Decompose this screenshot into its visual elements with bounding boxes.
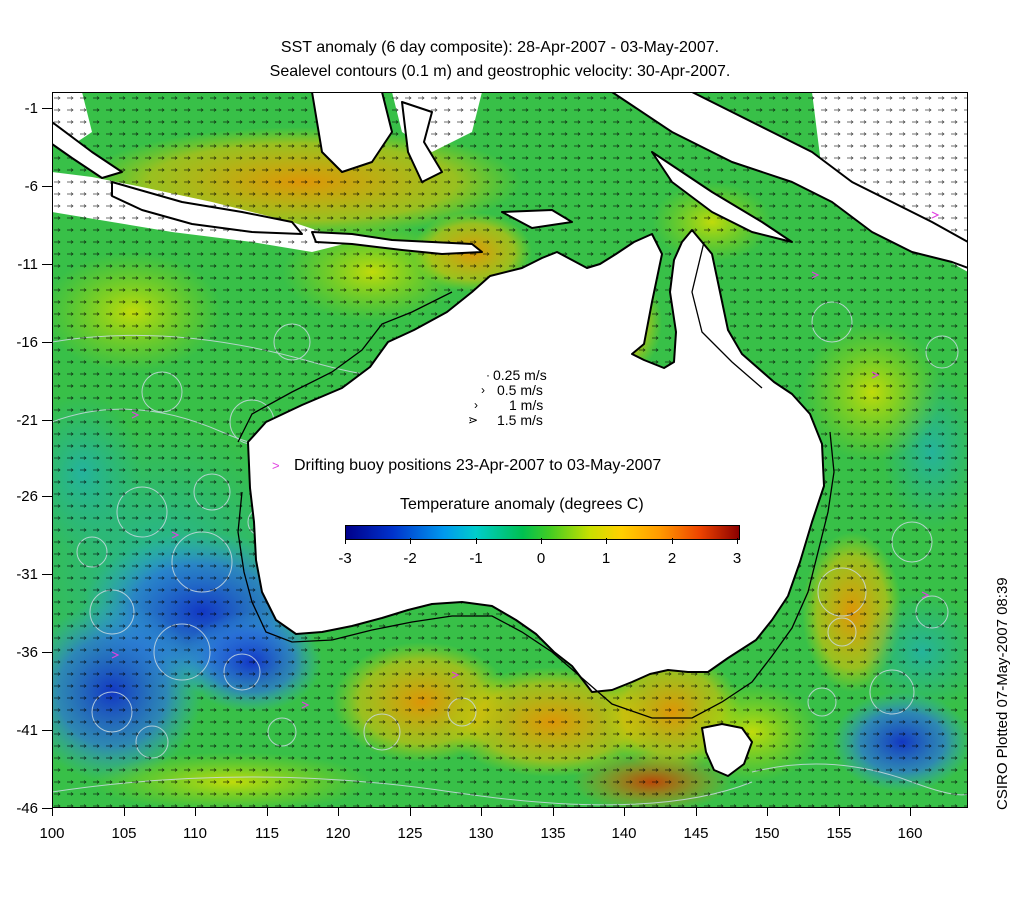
x-tick-label: 160 (897, 825, 923, 842)
x-tick-label: 120 (325, 825, 351, 842)
y-tick-label: -6 (24, 178, 38, 195)
velocity-key-arrow: · (486, 368, 490, 382)
y-tick-label: -1 (24, 100, 38, 117)
velocity-key-label: 0.25 m/s (493, 367, 547, 383)
y-tick-label: -41 (16, 722, 38, 739)
x-tick (910, 808, 911, 816)
x-tick (481, 808, 482, 816)
y-tick-label: -16 (16, 334, 38, 351)
x-tick (338, 808, 339, 816)
y-tick (42, 652, 52, 653)
x-tick (553, 808, 554, 816)
map-title-line-2: Sealevel contours (0.1 m) and geostrophi… (269, 63, 731, 80)
x-tick (124, 808, 125, 816)
x-tick-label: 125 (397, 825, 423, 842)
x-tick (839, 808, 840, 816)
y-tick-label: -11 (17, 256, 38, 273)
y-tick-label: -26 (16, 488, 38, 505)
java-landmass (111, 181, 303, 235)
x-tick (410, 808, 411, 816)
sst-anomaly-map (52, 92, 968, 808)
y-tick-label: -31 (16, 566, 38, 583)
x-tick-label: 150 (754, 825, 780, 842)
colorbar-tick-label: 3 (732, 550, 742, 567)
x-tick (195, 808, 196, 816)
borneo-landmass (311, 92, 393, 173)
y-tick (42, 108, 52, 109)
colorbar-tick-label: -3 (338, 550, 352, 567)
shelf-contour (237, 241, 835, 719)
y-tick (42, 264, 52, 265)
velocity-key-arrow: › (474, 398, 478, 412)
y-tick-label: -36 (16, 644, 38, 661)
y-tick (42, 496, 52, 497)
x-tick-label: 100 (39, 825, 65, 842)
x-tick-label: 155 (826, 825, 852, 842)
buoy-legend-text: Drifting buoy positions 23-Apr-2007 to 0… (294, 457, 662, 474)
colorbar-title: Temperature anomaly (degrees C) (400, 496, 644, 513)
buoy-markers (111, 211, 940, 709)
x-tick (624, 808, 625, 816)
australia-landmass (247, 229, 825, 693)
velocity-key-label: 1.5 m/s (497, 412, 543, 428)
buoy-legend-marker: > (272, 458, 280, 473)
colorbar-tick-label: 2 (667, 550, 677, 567)
colorbar-tick-label: 1 (601, 550, 611, 567)
colorbar-tick (410, 538, 411, 544)
y-tick (42, 186, 52, 187)
colorbar-tick (476, 538, 477, 544)
x-tick-label: 115 (255, 825, 279, 842)
tasmania-landmass (701, 723, 753, 777)
y-tick (42, 420, 52, 421)
x-tick-label: 130 (468, 825, 494, 842)
x-tick-label: 110 (183, 825, 207, 842)
y-tick (42, 730, 52, 731)
colorbar-tick (672, 538, 673, 544)
y-tick-label: -21 (16, 412, 38, 429)
x-tick-label: 135 (540, 825, 566, 842)
colorbar-tick (345, 538, 346, 544)
land (52, 92, 968, 777)
plot-credit: CSIRO Plotted 07-May-2007 08:39 (994, 577, 1011, 810)
x-tick (696, 808, 697, 816)
x-tick (52, 808, 53, 816)
x-tick (267, 808, 268, 816)
x-tick-label: 140 (611, 825, 637, 842)
colorbar-tick (737, 538, 738, 544)
x-tick-label: 105 (111, 825, 137, 842)
y-tick (42, 574, 52, 575)
colorbar-tick-label: -1 (469, 550, 483, 567)
colorbar-gradient (345, 525, 740, 540)
colorbar-tick-label: -2 (403, 550, 417, 567)
velocity-key-label: 0.5 m/s (497, 382, 543, 398)
y-tick-label: -46 (16, 800, 38, 817)
new-guinea-landmass (611, 92, 968, 269)
y-tick (42, 808, 52, 809)
map-title-line-1: SST anomaly (6 day composite): 28-Apr-20… (280, 39, 720, 56)
colorbar-tick-label: 0 (536, 550, 546, 567)
velocity-key-arrow: ⋗ (468, 413, 479, 427)
velocity-key-arrow: › (481, 383, 485, 397)
x-tick (767, 808, 768, 816)
colorbar-tick (606, 538, 607, 544)
y-tick (42, 342, 52, 343)
x-tick-label: 145 (683, 825, 709, 842)
velocity-key-label: 1 m/s (509, 397, 544, 413)
colorbar-tick (541, 538, 542, 544)
